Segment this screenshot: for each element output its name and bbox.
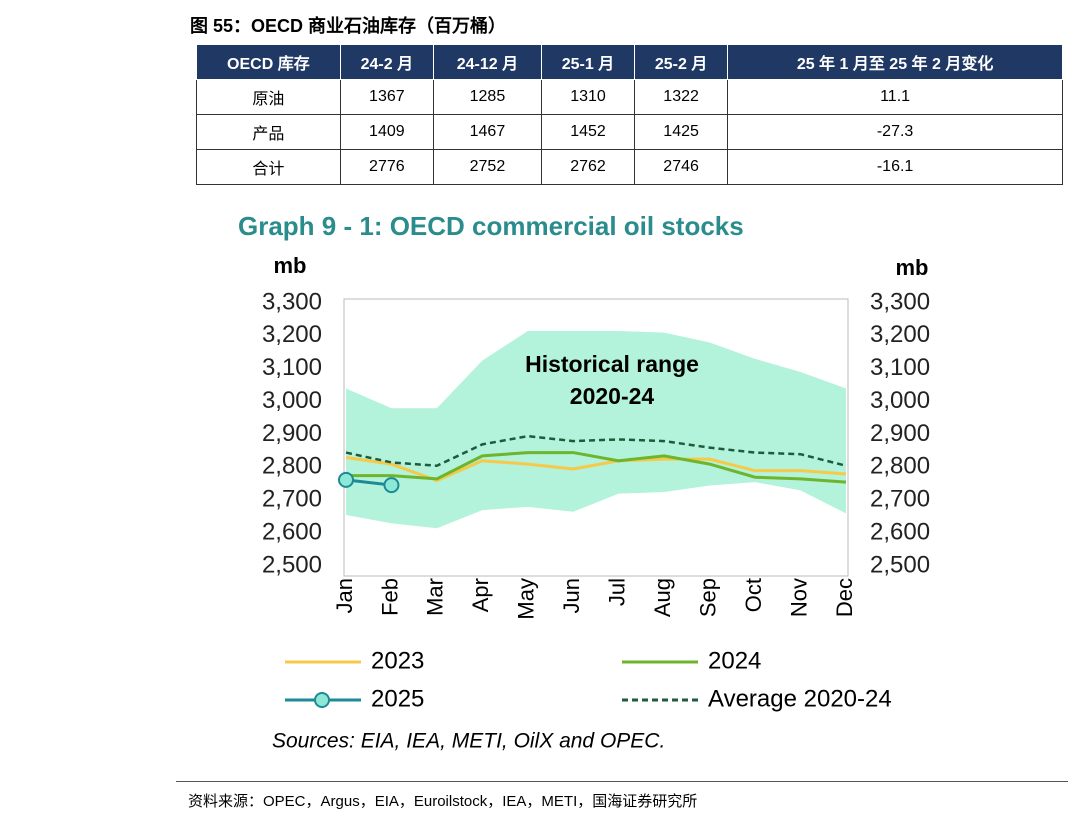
table: OECD 库存 24-2 月 24-12 月 25-1 月 25-2 月 25 年 1 月… bbox=[196, 44, 1063, 185]
y-tick-label: 3,100 bbox=[262, 354, 322, 381]
column-header: 25-2 月 bbox=[634, 44, 729, 80]
y2-tick-label: 3,300 bbox=[870, 288, 930, 315]
x-tick-label: Jun bbox=[559, 578, 584, 613]
y-tick-label: 3,000 bbox=[262, 387, 322, 414]
cell: 产品 bbox=[196, 114, 341, 150]
y-tick-label: 2,600 bbox=[262, 518, 322, 545]
legend-label: Average 2020-24 bbox=[708, 685, 892, 712]
y2-tick-label: 3,200 bbox=[870, 321, 930, 348]
cell: 2746 bbox=[634, 149, 729, 185]
y2-tick-label: 2,700 bbox=[870, 486, 930, 513]
cell: 合计 bbox=[196, 149, 341, 185]
chart: Graph 9 - 1: OECD commercial oil stocks m… bbox=[238, 211, 930, 753]
chart-title: Graph 9 - 1: OECD commercial oil stocks bbox=[238, 211, 744, 241]
y-axis-label: mb bbox=[274, 253, 307, 278]
y2-tick-label: 2,600 bbox=[870, 518, 930, 545]
x-tick-label: Nov bbox=[786, 578, 811, 617]
cell: 1425 bbox=[634, 114, 729, 150]
y2-tick-label: 2,500 bbox=[870, 551, 930, 578]
y2-tick-label: 3,000 bbox=[870, 387, 930, 414]
cell: 2752 bbox=[432, 149, 542, 185]
annotation: 2020-24 bbox=[570, 383, 655, 409]
source: 资料来源：OPEC，Argus，EIA，Euroilstock，IEA，METI… bbox=[188, 793, 698, 810]
cell: 1409 bbox=[339, 114, 434, 150]
x-tick-label: Sep bbox=[695, 578, 720, 617]
y-tick-label: 2,700 bbox=[262, 486, 322, 513]
point bbox=[383, 477, 400, 494]
chart-note: Sources: EIA, IEA, METI, OilX and OPEC. bbox=[272, 730, 665, 753]
figure-title: 图 55：OECD 商业石油库存（百万桶） bbox=[190, 16, 507, 36]
historical-range bbox=[346, 330, 846, 529]
cell: 1285 bbox=[432, 79, 542, 115]
y-tick-label: 2,500 bbox=[262, 551, 322, 578]
cell: 2762 bbox=[540, 149, 636, 185]
column-header: 24-12 月 bbox=[432, 44, 542, 80]
x-tick-label: Mar bbox=[423, 578, 448, 616]
cell: 1322 bbox=[634, 79, 729, 115]
legend-label: 2025 bbox=[371, 685, 424, 712]
y2-tick-label: 3,100 bbox=[870, 354, 930, 381]
y2-tick-label: 2,800 bbox=[870, 453, 930, 480]
x-tick-label: Jan bbox=[332, 578, 357, 613]
point bbox=[338, 471, 354, 488]
series-line bbox=[346, 451, 847, 484]
cell: 1367 bbox=[339, 79, 434, 115]
cell: 原油 bbox=[196, 79, 341, 115]
cell: -16.1 bbox=[727, 149, 1063, 185]
legend-marker bbox=[314, 692, 330, 708]
footer: 资料来源：OPEC，Argus，EIA，Euroilstock，IEA，METI… bbox=[176, 781, 1068, 811]
series-line bbox=[345, 434, 847, 468]
x-tick-label: Oct bbox=[741, 578, 766, 612]
annotation: Historical range bbox=[525, 351, 699, 377]
legend-label: 2023 bbox=[371, 647, 424, 674]
y2-tick-label: 2,900 bbox=[870, 420, 930, 447]
y-tick-label: 3,200 bbox=[262, 321, 322, 348]
y2-axis-label: mb bbox=[896, 255, 929, 280]
legend-label: 2024 bbox=[708, 647, 761, 674]
plot-frame bbox=[343, 298, 849, 577]
cell: 2776 bbox=[339, 149, 434, 185]
x-tick-label: Apr bbox=[468, 578, 493, 612]
y-tick-label: 3,300 bbox=[262, 288, 322, 315]
x-tick-label: Aug bbox=[650, 578, 675, 617]
column-header: 25-1 月 bbox=[540, 44, 636, 80]
x-tick-label: Jul bbox=[605, 578, 630, 606]
column-header: 24-2 月 bbox=[339, 44, 434, 80]
x-tick-label: Feb bbox=[377, 578, 402, 616]
x-tick-label: Dec bbox=[832, 578, 857, 617]
cell: 1452 bbox=[540, 114, 636, 150]
y-tick-label: 2,900 bbox=[262, 420, 322, 447]
y-tick-label: 2,800 bbox=[262, 453, 322, 480]
x-tick-label: May bbox=[514, 578, 539, 620]
row: 合计 2776 2752 2762 2746 -16.1 bbox=[196, 149, 1063, 185]
